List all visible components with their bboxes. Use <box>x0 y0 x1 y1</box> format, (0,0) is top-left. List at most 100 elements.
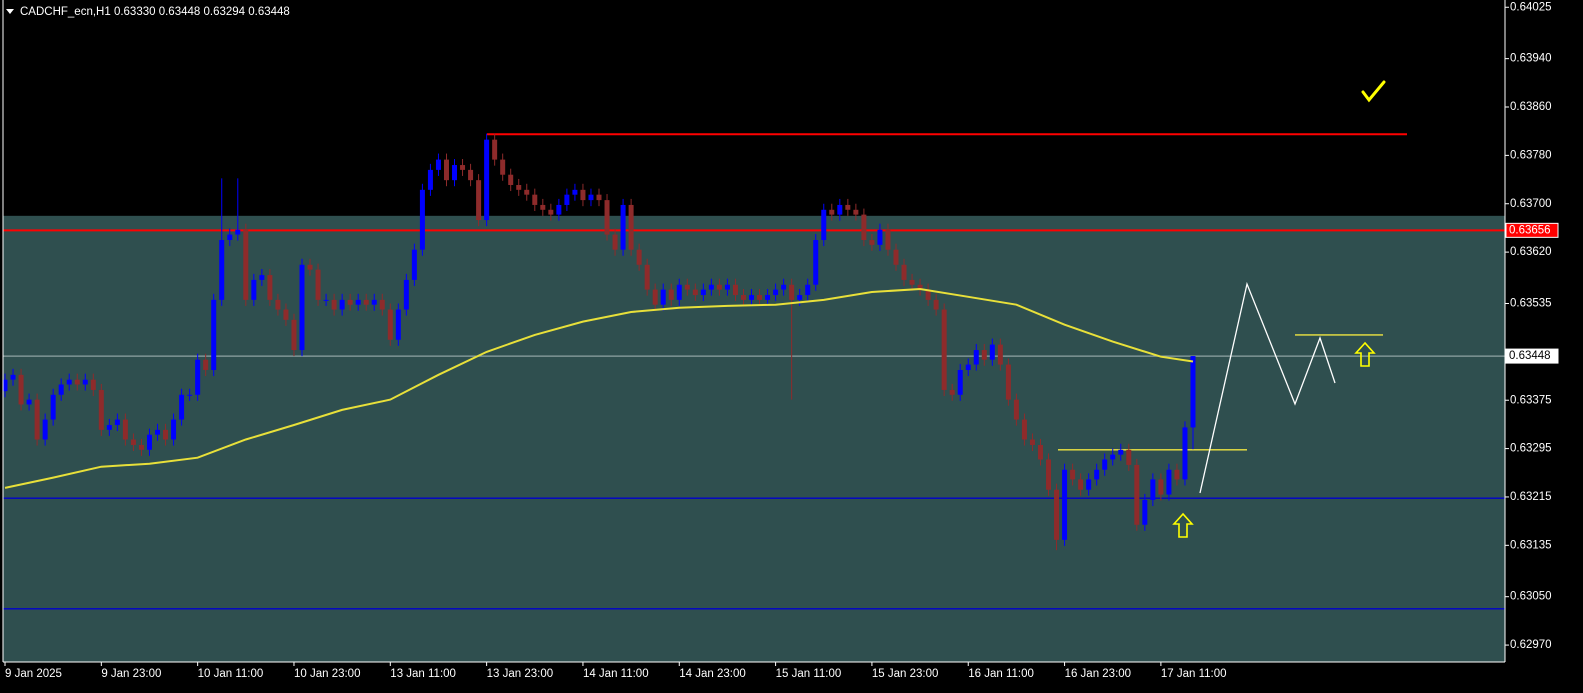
candle-body <box>1134 464 1140 525</box>
candle-body <box>1150 479 1156 500</box>
candle-body <box>114 419 120 426</box>
candle-body <box>1166 469 1172 495</box>
candle-body <box>1046 459 1052 490</box>
candle-body <box>1062 469 1068 540</box>
candle-body <box>516 184 522 190</box>
y-tick-label: 0.62970 <box>1510 639 1552 651</box>
candle-body <box>315 269 321 300</box>
candle-body <box>564 194 570 205</box>
candle-body <box>235 229 241 235</box>
candle-body <box>676 284 682 300</box>
candle-body <box>765 295 771 300</box>
candle-body <box>1118 449 1124 455</box>
candle-body <box>957 369 963 395</box>
x-tick-label: 13 Jan 23:00 <box>487 668 554 680</box>
x-tick-label: 10 Jan 23:00 <box>294 668 361 680</box>
candle-body <box>628 204 634 250</box>
candle-body <box>965 364 971 370</box>
candle-body <box>179 394 185 420</box>
candle-body <box>58 384 64 395</box>
candle-body <box>275 299 281 310</box>
candle-body <box>195 359 201 395</box>
candle-body <box>773 289 779 296</box>
zone <box>3 215 1505 662</box>
annotations <box>1172 80 1386 538</box>
candle-body <box>1054 489 1060 540</box>
moving-average <box>4 287 1194 489</box>
candle-body <box>331 299 337 310</box>
candle-body <box>1029 439 1035 445</box>
candle-body <box>460 165 466 170</box>
candle-body <box>989 344 995 360</box>
x-tick-label: 14 Jan 11:00 <box>583 668 649 680</box>
candle-body <box>660 289 666 305</box>
x-tick-label: 14 Jan 23:00 <box>679 668 746 680</box>
candle-body <box>805 284 811 296</box>
candle-body <box>1005 364 1011 400</box>
candle-body <box>909 279 915 285</box>
candle-body <box>813 240 819 285</box>
candle-body <box>452 165 458 181</box>
x-tick-label: 10 Jan 11:00 <box>198 668 264 680</box>
candle-body <box>211 299 217 370</box>
candle-body <box>171 419 177 440</box>
candle-body <box>789 284 795 300</box>
candle-body <box>692 289 698 296</box>
candle-body <box>419 189 425 250</box>
candle-body <box>829 209 835 215</box>
candle-body <box>716 284 722 290</box>
candle-body <box>476 180 482 221</box>
candle-body <box>572 189 578 195</box>
candle-body <box>155 429 161 435</box>
candle-body <box>1174 469 1180 480</box>
candle-body <box>1190 356 1196 428</box>
candle-body <box>163 429 169 440</box>
x-tick-label: 15 Jan 23:00 <box>872 668 939 680</box>
candle-body <box>861 214 867 241</box>
candle-body <box>901 264 907 280</box>
candle-body <box>18 374 24 405</box>
x-tick-label: 16 Jan 11:00 <box>968 668 1034 680</box>
candle-body <box>307 264 313 270</box>
candle-body <box>363 299 369 305</box>
candle-body <box>251 279 257 300</box>
candle-body <box>749 295 755 300</box>
candle-body <box>1110 454 1116 460</box>
candle-body <box>1142 499 1148 525</box>
candle-body <box>524 189 530 195</box>
candle-body <box>500 159 506 175</box>
candle-body <box>548 209 554 215</box>
candle-body <box>323 299 329 301</box>
candle-body <box>203 359 209 370</box>
candle-body <box>387 309 393 340</box>
candle-body <box>82 379 88 385</box>
y-tick-label: 0.63700 <box>1510 198 1552 210</box>
candle-body <box>1037 444 1043 460</box>
menu-triangle[interactable] <box>6 9 14 14</box>
x-tick-label: 16 Jan 23:00 <box>1065 668 1132 680</box>
candle-body <box>925 289 931 300</box>
candle-body <box>66 379 72 385</box>
chart-header: CADCHF_ecn,H1 0.63330 0.63448 0.63294 0.… <box>20 6 290 18</box>
candle-body <box>1126 449 1132 465</box>
candle-body <box>1094 469 1100 480</box>
candle-body <box>227 234 233 241</box>
price-tag <box>1505 222 1559 238</box>
x-tick-label: 15 Jan 11:00 <box>776 668 842 680</box>
candle-body <box>1158 479 1164 495</box>
candle-body <box>612 234 618 250</box>
candle-body <box>997 344 1003 365</box>
y-tick-label: 0.63295 <box>1510 443 1552 455</box>
candle-body <box>267 275 273 300</box>
x-tick-label: 13 Jan 11:00 <box>390 668 456 680</box>
candle-body <box>708 284 714 290</box>
candle-body <box>620 204 626 250</box>
candle-body <box>50 394 56 420</box>
candle-body <box>347 299 353 305</box>
y-tick-label: 0.63215 <box>1510 491 1552 503</box>
candle-body <box>845 204 851 210</box>
candle-body <box>187 394 193 396</box>
y-tick-label: 0.64025 <box>1510 1 1552 13</box>
